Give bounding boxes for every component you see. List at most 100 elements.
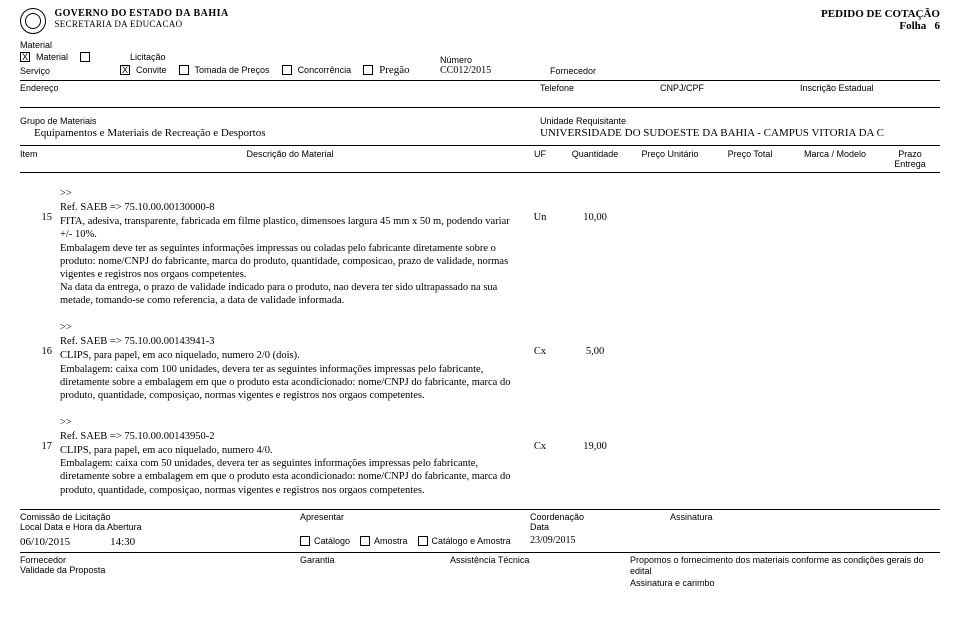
item-row: 17 >> Ref. SAEB => 75.10.00.00143950-2 C… <box>20 416 940 497</box>
checkbox-material: X <box>20 52 30 62</box>
item-uf: Un <box>520 187 560 307</box>
fornec-label: Fornecedor <box>550 66 940 76</box>
item-number: 17 <box>20 416 60 497</box>
divider-2 <box>20 107 940 108</box>
pedido-block: PEDIDO DE COTAÇÃO Folha 6 <box>821 8 940 32</box>
folha-num: 6 <box>935 20 941 32</box>
item-desc-text: CLIPS, para papel, em aco niquelado, num… <box>60 349 520 402</box>
gov-line2: SECRETARIA DA EDUCACAO <box>55 19 229 29</box>
header: GOVERNO DO ESTADO DA BAHIA SECRETARIA DA… <box>20 8 940 34</box>
grupo-value: Equipamentos e Materiais de Recreação e … <box>34 127 540 139</box>
coord-date: 23/09/2015 <box>530 535 670 546</box>
gov-block: GOVERNO DO ESTADO DA BAHIA SECRETARIA DA… <box>20 8 229 34</box>
checkbox-pregao <box>363 65 373 75</box>
item-description: >> Ref. SAEB => 75.10.00.00143950-2 CLIP… <box>60 416 520 497</box>
state-seal-icon <box>20 8 46 34</box>
row-grupo: Grupo de Materiais Equipamentos e Materi… <box>20 116 940 139</box>
cb-tomada-label: Tomada de Preços <box>195 65 270 75</box>
pedido-title: PEDIDO DE COTAÇÃO <box>821 8 940 20</box>
item-ref-arrow: >> <box>60 187 520 200</box>
valid-label: Validade da Proposta <box>20 565 300 575</box>
item-qtd: 5,00 <box>560 321 630 402</box>
item-ref-code: Ref. SAEB => 75.10.00.00130000-8 <box>60 201 520 214</box>
row-endereco: Endereço Telefone CNPJ/CPF Inscrição Est… <box>20 83 940 93</box>
cnpj-label: CNPJ/CPF <box>660 83 800 93</box>
item-ref-code: Ref. SAEB => 75.10.00.00143941-3 <box>60 335 520 348</box>
assin-carimbo: Assinatura e carimbo <box>630 578 940 590</box>
item-desc-text: CLIPS, para papel, em aco niquelado, num… <box>60 444 520 497</box>
th-pr2: Entrega <box>880 159 940 169</box>
checkbox-servico <box>80 52 90 62</box>
cb-catalogo-label: Catálogo <box>314 536 350 546</box>
item-qtd: 19,00 <box>560 416 630 497</box>
item-uf: Cx <box>520 416 560 497</box>
open-time: 14:30 <box>110 536 135 548</box>
item-ref-code: Ref. SAEB => 75.10.00.00143950-2 <box>60 430 520 443</box>
folha-label: Folha <box>899 20 926 32</box>
th-pr1: Prazo <box>880 149 940 159</box>
footer-row-1: Comissão de Licitação Local Data e Hora … <box>20 512 940 532</box>
checkbox-tomada <box>179 65 189 75</box>
cb-concor-label: Concorrência <box>298 65 352 75</box>
prop-text: Propomos o fornecimento dos materiais co… <box>630 555 940 578</box>
checkbox-catalogo <box>300 536 310 546</box>
gov-text: GOVERNO DO ESTADO DA BAHIA SECRETARIA DA… <box>55 8 229 29</box>
garantia-label: Garantia <box>300 555 450 590</box>
item-description: >> Ref. SAEB => 75.10.00.00143941-3 CLIP… <box>60 321 520 402</box>
cb-material-label: Material <box>36 52 68 62</box>
th-mm: Marca / Modelo <box>790 149 880 169</box>
item-ref-arrow: >> <box>60 321 520 334</box>
th-uf: UF <box>520 149 560 169</box>
licit-label: Licitação <box>130 52 440 62</box>
gov-line1b: ESTADO DA <box>129 8 191 19</box>
th-qtd: Quantidade <box>560 149 630 169</box>
apresentar-label: Apresentar <box>300 512 530 532</box>
checkbox-convite: X <box>120 65 130 75</box>
item-row: 16 >> Ref. SAEB => 75.10.00.00143941-3 C… <box>20 321 940 402</box>
fornec-label: Fornecedor <box>20 555 300 565</box>
endereco-label: Endereço <box>20 83 540 93</box>
th-pr: Prazo Entrega <box>880 149 940 169</box>
open-date: 06/10/2015 <box>20 536 70 548</box>
th-item: Item <box>20 149 60 169</box>
item-qtd: 10,00 <box>560 187 630 307</box>
checkbox-amostra <box>360 536 370 546</box>
comissao-label: Comissão de Licitação <box>20 512 300 522</box>
item-uf: Cx <box>520 321 560 402</box>
checkbox-concor <box>282 65 292 75</box>
item-desc-text: FITA, adesiva, transparente, fabricada e… <box>60 215 520 307</box>
footer-row-2: Fornecedor Validade da Proposta Garantia… <box>20 555 940 590</box>
footer-divider-1 <box>20 509 940 510</box>
th-pu: Preço Unitário <box>630 149 710 169</box>
local-label: Local Data e Hora da Abertura <box>20 522 300 532</box>
assin-label: Assinatura <box>670 512 940 532</box>
item-description: >> Ref. SAEB => 75.10.00.00130000-8 FITA… <box>60 187 520 307</box>
checkbox-cat-amostra <box>418 536 428 546</box>
data-label: Data <box>530 522 670 532</box>
items-list: 15 >> Ref. SAEB => 75.10.00.00130000-8 F… <box>20 187 940 497</box>
unid-label: Unidade Requisitante <box>540 116 940 126</box>
cb-servico-label: Serviço <box>20 66 50 76</box>
cb-pregao-label: Pregão <box>379 64 410 76</box>
material-label: Material <box>20 40 120 50</box>
item-number: 16 <box>20 321 60 402</box>
table-header: Item Descrição do Material UF Quantidade… <box>20 145 940 173</box>
inscr-label: Inscrição Estadual <box>800 83 940 93</box>
divider-1 <box>20 80 940 81</box>
row-material-licit: Material X Material Serviço Licitação X Co… <box>20 40 940 76</box>
grupo-label: Grupo de Materiais <box>20 116 540 126</box>
cb-convite-label: Convite <box>136 65 167 75</box>
telefone-label: Telefone <box>540 83 660 93</box>
item-ref-arrow: >> <box>60 416 520 429</box>
footer-divider-2 <box>20 552 940 553</box>
numero-label: Número <box>440 55 550 65</box>
unid-value: UNIVERSIDADE DO SUDOESTE DA BAHIA - CAMP… <box>540 127 940 139</box>
assist-label: Assistência Técnica <box>450 555 630 590</box>
th-pt: Preço Total <box>710 149 790 169</box>
numero-value: CC012/2015 <box>440 65 550 76</box>
footer-row-1b: 06/10/2015 14:30 Catálogo Amostra Catálo… <box>20 534 940 548</box>
cb-cat-amostra-label: Catálogo e Amostra <box>432 536 511 546</box>
item-number: 15 <box>20 187 60 307</box>
cb-amostra-label: Amostra <box>374 536 408 546</box>
th-desc: Descrição do Material <box>60 149 520 169</box>
